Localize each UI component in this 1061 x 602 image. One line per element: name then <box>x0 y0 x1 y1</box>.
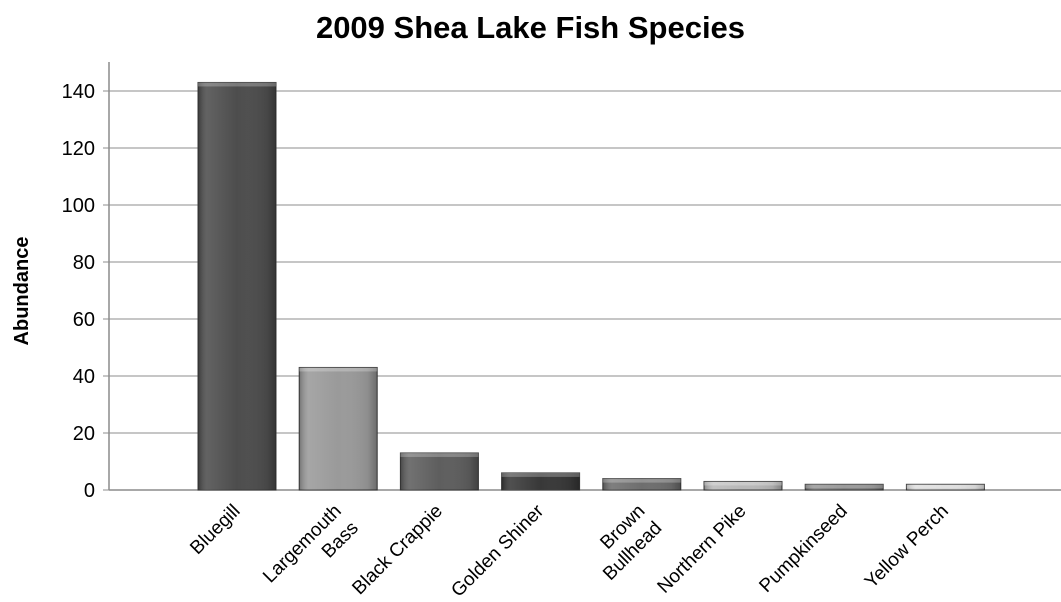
bar-shading <box>299 367 378 490</box>
bar-shading <box>602 478 681 490</box>
bar <box>602 478 682 491</box>
y-tick-label: 60 <box>73 309 95 331</box>
x-tick-label-line: Bluegill <box>186 501 244 559</box>
x-tick-label-line: Golden Shiner <box>447 500 548 601</box>
y-tick-label: 40 <box>73 366 95 388</box>
x-tick-label: Golden Shiner <box>447 500 548 601</box>
bar <box>298 366 378 491</box>
x-tick-label: Black Crappie <box>348 501 446 599</box>
x-tick-label: BrownBullhead <box>582 501 666 585</box>
bar-shading <box>906 484 985 490</box>
bar <box>197 81 277 491</box>
bar-shading <box>400 452 479 490</box>
x-tick-label: LargemouthBass <box>259 501 363 602</box>
y-tick-label: 100 <box>62 195 95 217</box>
x-tick-label-line: Black Crappie <box>348 501 446 599</box>
y-tick-label: 80 <box>73 252 95 274</box>
y-tick-labels: 0 20 40 60 80 100 120 140 <box>62 81 95 502</box>
y-tick-label: 0 <box>84 480 95 502</box>
y-axis-label: Abundance <box>11 237 33 346</box>
bar <box>703 480 783 491</box>
x-tick-label-line: Northern Pike <box>654 501 751 598</box>
y-tick-label: 20 <box>73 423 95 445</box>
bar-bevel <box>906 484 985 489</box>
chart-title: 2009 Shea Lake Fish Species <box>315 10 746 45</box>
bar-shading <box>805 484 884 490</box>
bar-bevel <box>602 478 681 483</box>
x-tick-label: Yellow Perch <box>861 501 953 593</box>
bar-bevel <box>805 484 884 489</box>
bar <box>399 452 479 491</box>
x-tick-label: Bluegill <box>186 501 244 559</box>
bar <box>501 472 581 491</box>
bar-bevel <box>198 82 276 87</box>
bar-shading <box>501 472 580 490</box>
bar-bevel <box>400 452 479 457</box>
x-tick-label-line: Yellow Perch <box>861 501 953 593</box>
x-tick-label: Pumpkinseed <box>755 501 851 597</box>
bar <box>804 483 884 491</box>
bars <box>197 81 985 491</box>
bar-shading <box>198 82 276 490</box>
bar-shading <box>704 481 782 490</box>
y-tick-label: 120 <box>62 138 95 160</box>
y-tick-label: 140 <box>62 81 95 103</box>
x-tick-label: Northern Pike <box>654 501 751 598</box>
bar-bevel <box>299 367 378 372</box>
bar <box>905 483 985 491</box>
bar-bevel <box>704 481 782 486</box>
bar-bevel <box>501 472 580 477</box>
x-tick-label-line: Pumpkinseed <box>755 501 851 597</box>
